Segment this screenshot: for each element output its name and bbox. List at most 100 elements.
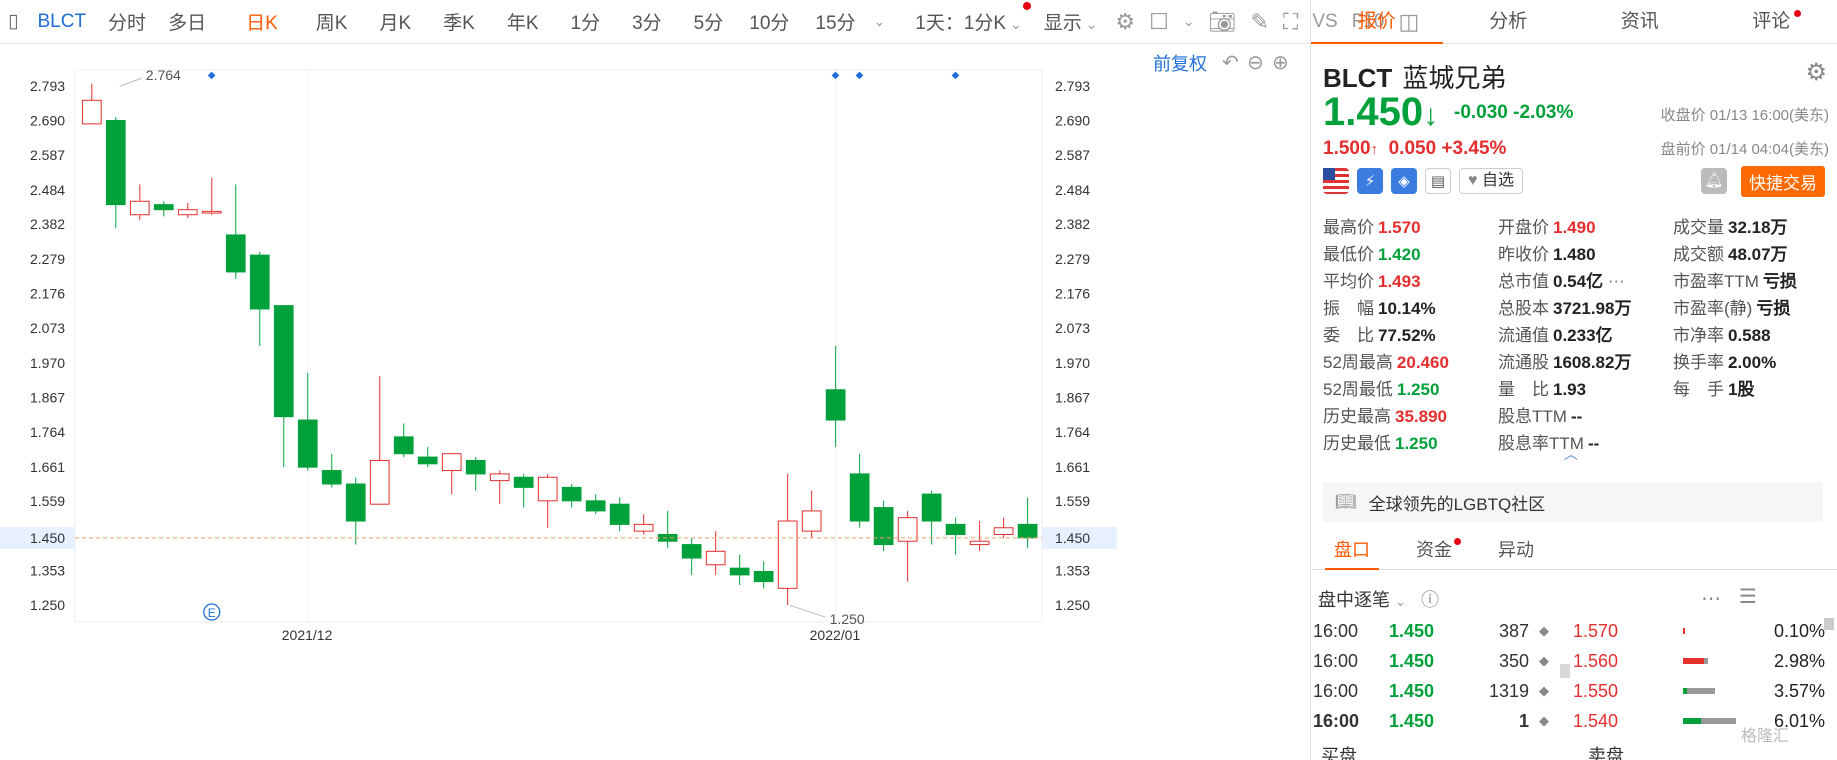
period-tab[interactable]: 季K [443,13,475,34]
pre-change-pct: +3.45% [1441,138,1507,159]
stats-row: 振 幅 10.14% 总股本 3721.98万 市盈率(静) 亏损 [1323,293,1829,320]
event-diamond-icon: ◆ [208,70,216,81]
book-bar [1683,628,1753,634]
y-tick-label: 1.661 [30,459,65,475]
list-icon[interactable]: ☰ [1739,586,1757,608]
candle-body [81,99,102,125]
period-tab[interactable]: 3分 [632,13,662,34]
scrollbar[interactable] [1560,664,1570,678]
book-price: 1.560 [1573,650,1619,671]
period-tab[interactable]: 15分 [815,13,856,34]
checkbox-icon[interactable]: ☐ [1149,8,1169,34]
candlestick-chart[interactable]: 2.793 2.690 2.587 2.484 2.382 2.279 2.176 2.073… [0,0,1310,760]
zoom-in-icon[interactable]: ⊕ [1272,52,1289,74]
display-select[interactable]: 显示 ⌄ [1033,8,1109,35]
tab-orderbook[interactable]: 盘口 [1311,530,1393,570]
info-icon[interactable]: ⓘ [1420,590,1439,610]
event-diamond-icon: ◆ [856,70,864,81]
chevron-down-icon[interactable]: ⌄ [1182,13,1195,29]
y-tick-label: 2.279 [1055,251,1090,267]
adjust-button[interactable]: 前复权 [1153,54,1207,74]
plot-frame [74,69,1043,623]
candle-body [897,517,918,542]
stat-value: 20.460 [1396,353,1449,372]
reset-icon[interactable]: ↶ [1222,52,1239,74]
x-tick-label: 2022/01 [810,627,861,643]
period-tab[interactable]: 5分 [693,13,724,34]
tab-analysis[interactable]: 分析 [1489,11,1528,32]
lightning-icon[interactable]: ⚡ [1357,168,1383,194]
candle-body [153,204,174,211]
display-label: 显示 [1043,13,1082,34]
period-tab[interactable]: 年K [506,13,539,34]
stat-value: 0.54亿 [1553,272,1604,291]
panel-divider [1310,0,1311,760]
stat-value: 亏损 [1762,272,1797,291]
tag-icon[interactable]: ◈ [1391,168,1417,194]
book-row: 1.550 3.57% [1573,676,1835,706]
more-icon[interactable]: ⋯ [1603,272,1625,291]
fullscreen-icon[interactable]: ⛶ [1282,8,1299,34]
tab-quote[interactable]: 报价 [1311,0,1443,44]
diamond-icon: ◆ [1539,713,1549,728]
period-tab[interactable]: 1分 [570,13,601,34]
zoom-out-icon[interactable]: ⊖ [1247,52,1264,74]
chevron-down-icon[interactable]: ⌄ [873,13,886,29]
tab-movers[interactable]: 异动 [1498,540,1534,560]
candle-body [393,436,414,455]
stat-cell: 每 手 1股 [1673,375,1823,400]
collapse-chevron-icon[interactable]: ︿ [1564,446,1578,462]
bookmark-icon[interactable]: ▤ [1425,168,1451,194]
company-profile[interactable]: 📖︎ 全球领先的LGBTQ社区 [1323,482,1823,522]
tick-time: 16:00 [1313,650,1359,671]
earnings-letter: E [208,606,216,620]
stat-cell: 市盈率(静) 亏损 [1673,294,1823,319]
stat-cell: 成交量 32.18万 [1673,213,1823,238]
panel-toggle-icon[interactable]: ◫ [1398,8,1420,34]
pencil-icon[interactable]: ✎ [1250,8,1269,34]
tab-comments-label: 评论 [1752,11,1791,32]
y-tick-label: 1.970 [1055,355,1090,371]
candle-body [801,510,822,532]
book-bar [1683,688,1753,694]
max-leader [119,77,142,87]
camera-icon[interactable]: 📷︎ [1208,8,1237,34]
period-tab[interactable]: 10分 [749,13,790,34]
f10-button[interactable]: F10 [1351,10,1385,32]
y-tick-label: 1.353 [1055,563,1090,579]
ticks-header[interactable]: 盘中逐笔 ⌄ ⓘ [1318,586,1439,612]
stat-cell: 平均价 1.493 [1323,267,1498,292]
period-tab[interactable]: 月K [379,13,412,34]
candle-body [777,520,798,589]
period-tab-active[interactable]: 日K [246,13,278,34]
stats-row: 平均价 1.493 总市值 0.54亿 ⋯ 市盈率TTM 亏损 [1323,266,1829,293]
compare-button[interactable]: VS [1312,10,1338,32]
y-tick-label: 2.690 [30,112,65,128]
stat-value: 2.00% [1728,353,1777,372]
stat-label: 52周最低 [1323,380,1393,399]
stock-code[interactable]: BLCT [37,10,87,32]
stat-cell: 流通股 1608.82万 [1498,348,1673,373]
stat-label: 开盘价 [1498,218,1549,237]
tab-capital[interactable]: 资金 [1393,530,1475,569]
gear-icon[interactable]: ⚙ [1805,59,1827,86]
interval-select[interactable]: 1天：1分K ⌄ [904,2,1032,35]
period-tab[interactable]: 多日 [168,13,207,34]
pre-price-value: 1.500 [1323,138,1371,159]
y-tick-label: 2.484 [30,182,65,198]
layout-icon[interactable]: ▯ [8,11,19,32]
bell-icon[interactable]: 🔔︎ [1701,168,1727,194]
fast-trade-button[interactable]: 快捷交易 [1741,166,1825,197]
add-favorite-button[interactable]: ♥ 自选 [1459,168,1523,194]
stat-cell: 历史最高 35.890 [1323,402,1498,427]
period-tab[interactable]: 分时 [108,13,147,34]
sell-label: 卖盘 [1588,746,1624,760]
period-tab[interactable]: 周K [315,13,348,34]
more-icon[interactable]: ⋯ [1701,588,1721,610]
notify-dot [1454,538,1461,545]
scrollbar[interactable] [1824,618,1834,630]
tab-news[interactable]: 资讯 [1620,11,1659,32]
tab-comments[interactable]: 评论 [1706,0,1837,43]
y-tick-label: 2.587 [1055,147,1090,163]
settings-icon[interactable]: ⚙ [1115,8,1136,34]
